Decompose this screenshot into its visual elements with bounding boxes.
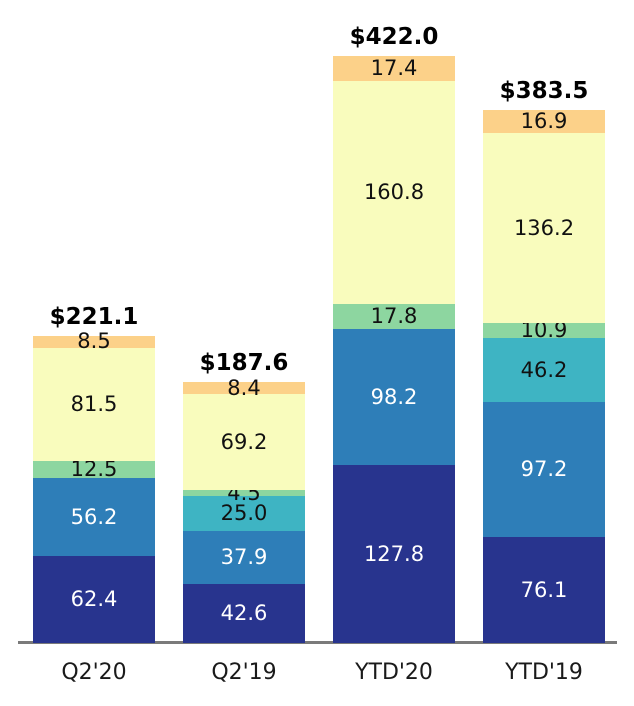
segment-value-label: 25.0 <box>220 501 268 526</box>
bar-segment-series-6-orange: 8.4 <box>183 377 305 398</box>
bar-segment-series-1-navy: 42.6 <box>183 583 305 643</box>
segment-value-label: 81.5 <box>70 391 118 416</box>
segment-value-label: 56.2 <box>70 504 118 529</box>
bar-total-label: $187.6 <box>199 350 289 377</box>
bar-total-label: $422.0 <box>349 24 439 51</box>
segment-value-label: 127.8 <box>363 541 425 566</box>
segment-value-label: 46.2 <box>520 357 568 382</box>
bar-segment-series-6-orange: 8.5 <box>33 331 155 352</box>
bar-segment-series-1-navy: 76.1 <box>483 537 605 643</box>
bar-segment-series-3-teal: 25.0 <box>183 496 305 532</box>
bar-total-label: $221.1 <box>49 303 139 330</box>
segment-value-label: 98.2 <box>370 384 418 409</box>
x-axis-label: YTD'19 <box>505 660 583 685</box>
x-axis-label: Q2'19 <box>211 660 277 685</box>
segment-value-label: 8.4 <box>227 375 261 400</box>
bar-segment-series-6-orange: 16.9 <box>483 109 605 134</box>
segment-value-label: 62.4 <box>70 587 118 612</box>
segment-value-label: 136.2 <box>513 215 575 240</box>
bar-segment-series-4-green: 4.5 <box>183 482 305 503</box>
segment-value-label: 17.8 <box>370 304 418 328</box>
bar-segment-series-5-yellow: 136.2 <box>483 133 605 323</box>
bar-segment-series-5-yellow: 69.2 <box>183 393 305 491</box>
segment-value-label: 160.8 <box>363 179 425 204</box>
segment-value-label: 97.2 <box>520 457 568 482</box>
bar-segment-series-4-green: 17.8 <box>333 304 455 329</box>
bar-segment-series-2-blue: 37.9 <box>183 531 305 584</box>
segment-value-label: 16.9 <box>520 109 568 134</box>
segment-value-label: 10.9 <box>520 317 568 342</box>
x-axis-label: Q2'20 <box>61 660 127 685</box>
x-axis-line <box>18 641 617 644</box>
segment-value-label: 42.6 <box>220 600 268 625</box>
bar-segment-series-2-blue: 97.2 <box>483 402 605 538</box>
x-axis-label: YTD'20 <box>355 660 433 685</box>
bar-segment-series-4-green: 10.9 <box>483 317 605 342</box>
segment-value-label: 8.5 <box>77 329 111 354</box>
segment-value-label: 37.9 <box>220 544 268 569</box>
bar-segment-series-5-yellow: 160.8 <box>333 80 455 305</box>
bar-segment-series-2-blue: 98.2 <box>333 328 455 466</box>
bar-segment-series-3-teal: 46.2 <box>483 337 605 403</box>
segment-value-label: 76.1 <box>520 577 568 602</box>
bar-segment-series-1-navy: 127.8 <box>333 465 455 643</box>
bar-segment-series-2-blue: 56.2 <box>33 478 155 557</box>
segment-value-label: 12.5 <box>70 456 118 481</box>
bar-segment-series-6-orange: 17.4 <box>333 56 455 81</box>
bar-segment-series-4-green: 12.5 <box>33 456 155 481</box>
segment-value-label: 69.2 <box>220 429 268 454</box>
bar-total-label: $383.5 <box>499 77 589 104</box>
bar-segment-series-1-navy: 62.4 <box>33 556 155 643</box>
segment-value-label: 17.4 <box>370 56 418 81</box>
bar-segment-series-5-yellow: 81.5 <box>33 347 155 461</box>
